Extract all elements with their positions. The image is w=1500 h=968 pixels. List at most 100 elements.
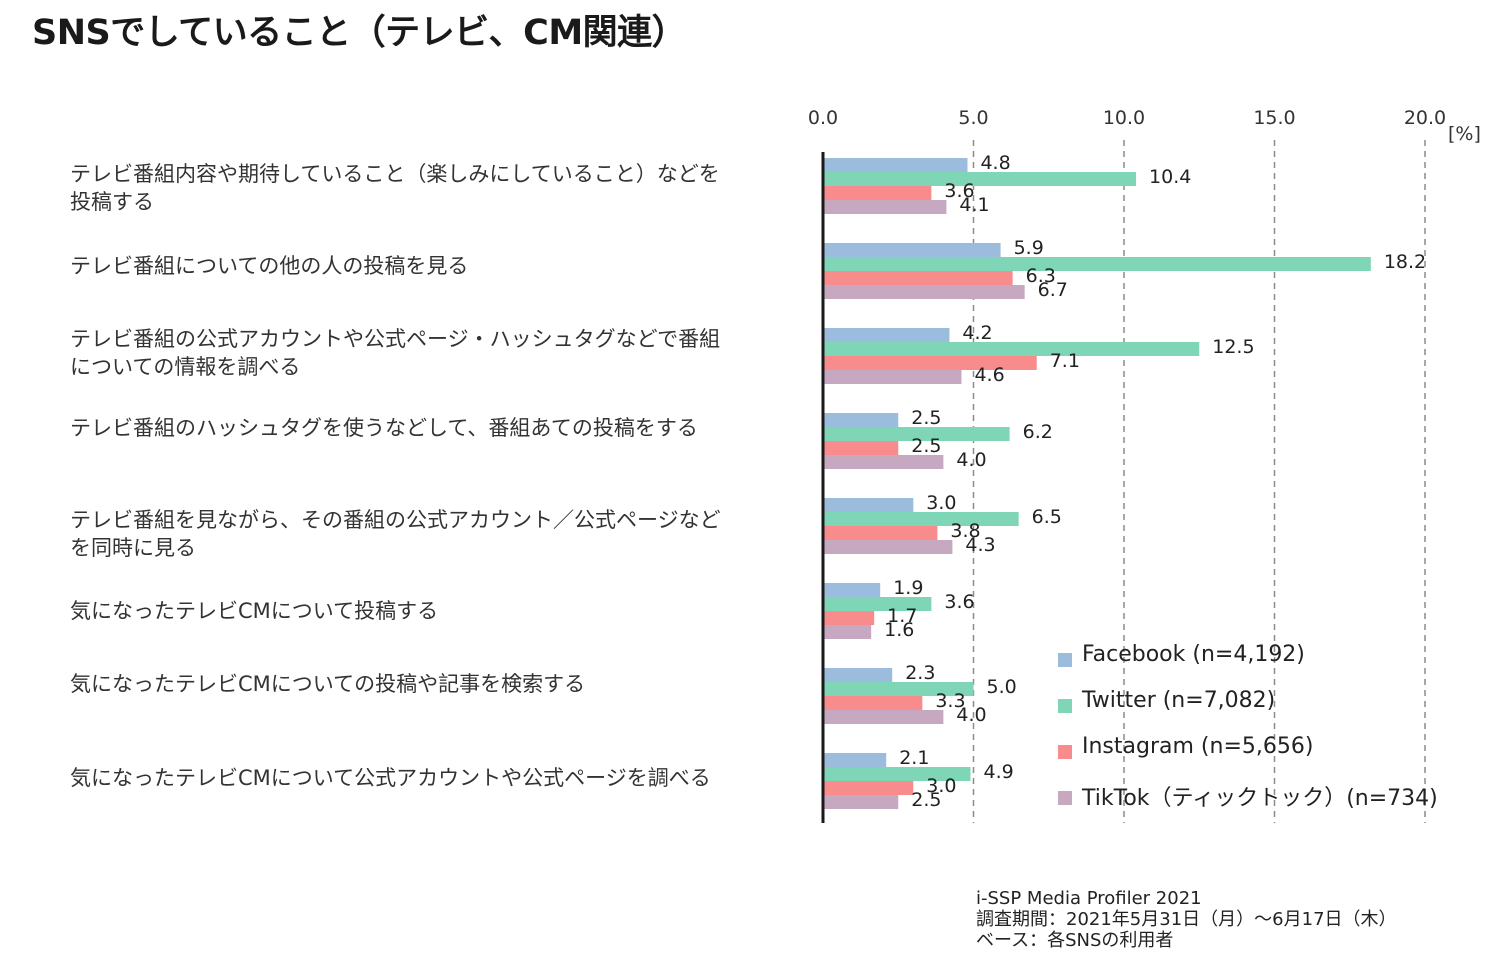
category-label-line: を同時に見る: [70, 536, 196, 560]
value-label: 7.1: [1050, 350, 1080, 372]
value-label: 4.0: [956, 704, 986, 726]
bar: [824, 158, 968, 172]
value-label: 1.9: [893, 577, 923, 599]
bar: [824, 512, 1019, 526]
value-label: 3.8: [950, 520, 980, 542]
value-label: 6.2: [1023, 421, 1053, 443]
value-label: 2.5: [911, 407, 941, 429]
category-label: テレビ番組内容や期待していること（楽しみにしていること）などを 投稿する: [70, 160, 790, 216]
bar: [824, 356, 1037, 370]
legend-swatch-twitter: [1058, 699, 1072, 713]
x-tick-label: 5.0: [958, 107, 988, 129]
legend-label-facebook: Facebook (n=4,192): [1082, 642, 1305, 667]
bar: [824, 540, 953, 554]
category-label-line: 気になったテレビCMについて投稿する: [70, 599, 439, 623]
value-label: 3.0: [926, 775, 956, 797]
value-label: 3.3: [935, 690, 965, 712]
bar: [824, 795, 899, 809]
value-label: 12.5: [1212, 336, 1254, 358]
legend-swatch-tiktok: [1058, 791, 1072, 805]
value-label: 5.0: [987, 676, 1017, 698]
value-label: 3.0: [926, 492, 956, 514]
bar: [824, 625, 872, 639]
value-label: 6.7: [1038, 279, 1068, 301]
category-label: 気になったテレビCMについて投稿する: [70, 597, 790, 625]
value-label: 1.7: [887, 605, 917, 627]
category-label: テレビ番組のハッシュタグを使うなどして、番組あての投稿をする: [70, 414, 790, 442]
bar: [824, 285, 1025, 299]
bar: [824, 498, 914, 512]
chart-title: SNSでしていること（テレビ、CM関連）: [32, 13, 687, 53]
source-note-line: ベース：各SNSの利用者: [976, 930, 1174, 951]
legend-swatch-instagram: [1058, 745, 1072, 759]
value-label: 6.5: [1032, 506, 1062, 528]
category-label-line: テレビ番組を見ながら、その番組の公式アカウント／公式ページなど: [70, 508, 721, 532]
bar: [824, 611, 875, 625]
bar: [824, 271, 1013, 285]
category-label-line: テレビ番組についての他の人の投稿を見る: [70, 254, 469, 278]
category-label-line: 気になったテレビCMについて公式アカウントや公式ページを調べる: [70, 766, 711, 790]
bar: [824, 781, 914, 795]
category-label: テレビ番組の公式アカウントや公式ページ・ハッシュタグなどで番組 についての情報を調…: [70, 325, 790, 381]
bar: [824, 441, 899, 455]
bar: [824, 243, 1001, 257]
bar: [824, 257, 1371, 271]
value-labels: 4.85.94.22.53.01.92.32.110.418.212.56.26…: [884, 152, 1426, 811]
value-label: 18.2: [1384, 251, 1426, 273]
value-label: 1.6: [884, 619, 914, 641]
x-axis-unit-label: [%]: [1448, 123, 1481, 145]
value-label: 3.6: [944, 180, 974, 202]
source-note-line: i-SSP Media Profiler 2021: [976, 888, 1202, 909]
category-label-line: についての情報を調べる: [70, 355, 301, 379]
bar: [824, 597, 932, 611]
category-label-line: テレビ番組内容や期待していること（楽しみにしていること）などを: [70, 162, 720, 186]
x-tick-label: 10.0: [1103, 107, 1145, 129]
bar: [824, 342, 1200, 356]
value-label: 5.9: [1014, 237, 1044, 259]
legend-swatch-facebook: [1058, 653, 1072, 667]
value-label: 2.5: [911, 789, 941, 811]
category-label-line: テレビ番組の公式アカウントや公式ページ・ハッシュタグなどで番組: [70, 327, 721, 351]
legend-label-instagram: Instagram (n=5,656): [1082, 734, 1314, 759]
category-label: 気になったテレビCMについての投稿や記事を検索する: [70, 670, 790, 698]
legend-label-tiktok: TikTok（ティックトック）(n=734): [1082, 786, 1438, 811]
value-label: 4.8: [980, 152, 1010, 174]
value-label: 6.3: [1026, 265, 1056, 287]
bar: [824, 186, 932, 200]
value-label: 4.3: [965, 534, 995, 556]
source-note-line: 調査期間：2021年5月31日（月）～6月17日（木）: [976, 909, 1397, 930]
category-label: 気になったテレビCMについて公式アカウントや公式ページを調べる: [70, 764, 790, 792]
bar: [824, 767, 971, 781]
bar: [824, 328, 950, 342]
value-label: 4.1: [959, 194, 989, 216]
x-tick-label: 15.0: [1253, 107, 1295, 129]
bar: [824, 413, 899, 427]
value-label: 4.0: [956, 449, 986, 471]
category-label: テレビ番組を見ながら、その番組の公式アカウント／公式ページなど を同時に見る: [70, 506, 790, 562]
bar: [824, 682, 974, 696]
x-axis-ticks: 0.0 5.0 10.0 15.0 20.0: [808, 107, 1446, 129]
bar: [824, 753, 887, 767]
bar: [824, 427, 1010, 441]
category-label-line: 気になったテレビCMについての投稿や記事を検索する: [70, 672, 586, 696]
bar: [824, 710, 944, 724]
x-tick-label: 0.0: [808, 107, 838, 129]
value-label: 10.4: [1149, 166, 1191, 188]
value-label: 4.9: [983, 761, 1013, 783]
value-label: 3.6: [944, 591, 974, 613]
value-label: 4.6: [974, 364, 1004, 386]
legend-label-twitter: Twitter (n=7,082): [1082, 688, 1276, 713]
bar: [824, 696, 923, 710]
bar: [824, 172, 1137, 186]
bar: [824, 583, 881, 597]
category-label-line: 投稿する: [70, 190, 154, 214]
value-label: 4.2: [962, 322, 992, 344]
bar: [824, 200, 947, 214]
category-label: テレビ番組についての他の人の投稿を見る: [70, 252, 790, 280]
source-note: i-SSP Media Profiler 2021 調査期間：2021年5月31…: [976, 888, 1397, 951]
bars: [824, 158, 1371, 809]
x-tick-label: 20.0: [1404, 107, 1446, 129]
category-label-line: テレビ番組のハッシュタグを使うなどして、番組あての投稿をする: [70, 416, 698, 440]
bar: [824, 526, 938, 540]
